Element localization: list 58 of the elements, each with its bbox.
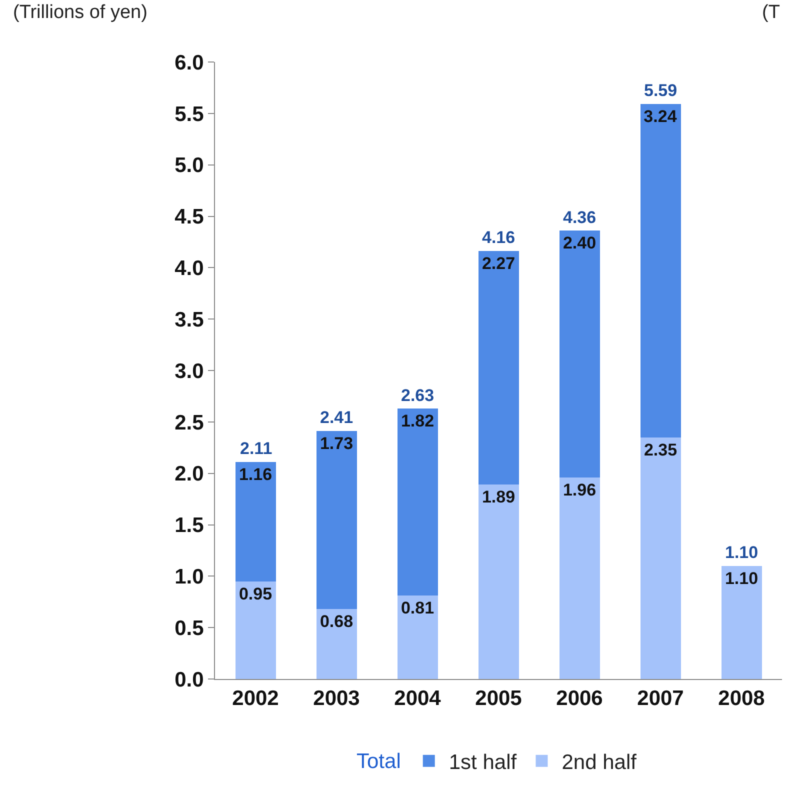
data-label: 1.96 [562,480,596,500]
legend-title: Total [356,750,401,773]
y-axis-title: (Trillions of yen) [13,2,148,23]
y-tick-label: 0.0 [174,668,204,692]
bar [397,408,438,596]
bar [316,431,357,610]
legend-label: 2nd half [562,751,637,774]
bar [397,596,438,679]
bar [721,566,762,679]
y-tick-label: 1.5 [174,514,204,538]
bar [235,462,276,582]
bar [559,477,600,679]
x-tick-label: 2002 [232,687,279,710]
legend-label: 1st half [448,751,517,774]
data-label: 2.27 [482,254,516,274]
y-tick-label: 2.0 [174,462,204,486]
y-tick-label: 3.0 [174,360,204,383]
data-label: 1.82 [400,412,434,431]
data-label: 1.16 [238,465,272,484]
x-tick-label: 2008 [718,687,766,710]
total-label: 5.59 [644,81,678,100]
y-tick-label: 5.5 [174,102,204,126]
bar [316,609,357,679]
x-tick-label: 2005 [475,687,522,710]
data-label: 1.73 [320,434,354,454]
data-label: 0.81 [400,598,434,618]
data-label: 2.35 [644,440,678,460]
total-label: 4.16 [482,228,516,247]
x-tick-label: 2006 [556,687,603,710]
data-label: 3.24 [644,107,678,126]
x-tick-label: 2007 [637,687,684,710]
y-tick-label: 2.5 [174,411,204,434]
total-label: 1.10 [725,543,758,562]
data-label: 1.10 [724,568,758,588]
y-tick-label: 5.0 [174,154,204,178]
data-label: 1.89 [482,488,516,507]
y-tick-label: 6.0 [174,51,204,74]
bar [640,437,681,679]
total-label: 2.41 [320,408,354,427]
y-tick-label: 3.5 [174,308,204,332]
total-label: 2.63 [401,386,434,405]
y-tick-label: 1.0 [174,566,204,589]
bar [640,104,681,438]
text: (T [762,2,780,23]
bar [235,581,276,679]
bar [478,484,519,679]
bar [559,230,600,478]
y-tick-label: 4.0 [174,257,204,280]
data-label: 2.40 [562,234,596,253]
bar [478,251,519,485]
total-label: 2.11 [240,439,272,458]
x-tick-label: 2004 [394,687,442,710]
y-tick-label: 0.5 [174,616,204,640]
data-label: 0.95 [238,584,272,604]
data-label: 0.68 [320,612,354,632]
y-tick-label: 4.5 [174,206,204,229]
x-tick-label: 2003 [313,687,360,710]
total-label: 4.36 [563,208,596,227]
